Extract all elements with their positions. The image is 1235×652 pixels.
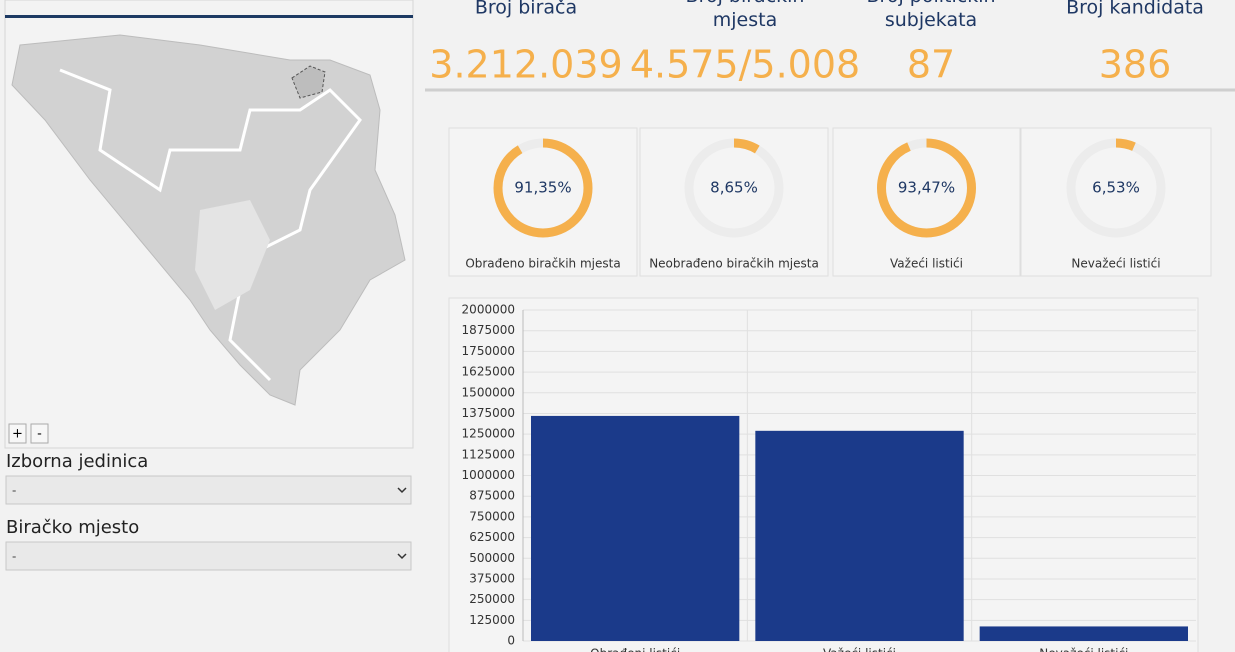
filter-value: - xyxy=(12,484,16,498)
donut-label: 8,65% xyxy=(710,179,758,197)
stat-value: 4.575/5.008 xyxy=(630,43,860,87)
y-tick-label: 1125000 xyxy=(462,447,515,461)
y-tick-label: 1375000 xyxy=(462,406,515,420)
stat-label: Broj kandidata xyxy=(1066,0,1204,19)
y-tick-label: 1000000 xyxy=(462,468,515,482)
y-tick-label: 250000 xyxy=(469,592,515,606)
select-chevron xyxy=(397,553,407,560)
zoom-out-button[interactable] xyxy=(30,423,49,444)
y-tick-label: 375000 xyxy=(469,571,515,585)
donut-label: 91,35% xyxy=(514,179,571,197)
stat-label: Broj političkihsubjekata xyxy=(866,0,995,31)
filter-select[interactable] xyxy=(5,475,412,505)
x-tick-label: Važeći listići xyxy=(823,647,896,652)
y-tick-label: 875000 xyxy=(469,489,515,503)
stat-value: 386 xyxy=(1099,43,1172,87)
bar xyxy=(979,626,1188,641)
stat-value: 3.212.039 xyxy=(429,43,622,87)
zoom-in-label: + xyxy=(12,427,23,442)
donut-caption: Obrađeno biračkih mjesta xyxy=(465,257,620,271)
y-tick-label: 1750000 xyxy=(462,344,515,358)
y-tick-label: 1250000 xyxy=(462,427,515,441)
zoom-out-label: - xyxy=(37,427,42,442)
panel-header-line xyxy=(5,15,413,18)
y-tick-label: 2000000 xyxy=(462,303,515,317)
y-tick-label: 750000 xyxy=(469,509,515,523)
donut-card xyxy=(448,127,638,277)
filter-label: Biračko mjesto xyxy=(6,517,139,538)
map-region xyxy=(195,200,270,310)
donut-caption: Važeći listići xyxy=(890,257,963,271)
y-tick-label: 625000 xyxy=(469,530,515,544)
donut-caption: Neobrađeno biračkih mjesta xyxy=(649,257,819,271)
donut-card xyxy=(639,127,829,277)
bar xyxy=(531,415,740,641)
donut-arc xyxy=(877,138,976,238)
donut-arc xyxy=(684,138,784,238)
x-tick-label: Nevažeći listići xyxy=(1039,647,1128,652)
zoom-in-button[interactable] xyxy=(8,423,27,444)
y-tick-label: 1875000 xyxy=(462,323,515,337)
donut-card xyxy=(832,127,1021,277)
y-tick-label: 1500000 xyxy=(462,385,515,399)
y-tick-label: 0 xyxy=(507,634,515,648)
filters: Izborna jedinica - Biračko mjesto - xyxy=(5,451,412,571)
y-tick-label: 125000 xyxy=(469,613,515,627)
y-tick-label: 500000 xyxy=(469,551,515,565)
select-chevron xyxy=(397,487,407,494)
donut-caption: Nevažeći listići xyxy=(1071,257,1160,271)
donut-arc xyxy=(1066,138,1166,238)
stat-label: Broj birača xyxy=(475,0,577,19)
x-tick-label: Obrađeni listići xyxy=(590,647,680,652)
donut-label: 93,47% xyxy=(898,179,955,197)
donut-arc xyxy=(493,138,593,238)
charts: 91,35% Obrađeno biračkih mjesta 8,65% Neobr… xyxy=(448,127,1212,652)
bar xyxy=(755,430,964,641)
y-tick-label: 1625000 xyxy=(462,365,515,379)
filter-label: Izborna jedinica xyxy=(6,451,148,472)
donut-card xyxy=(1020,127,1212,277)
donut-label: 6,53% xyxy=(1092,179,1140,197)
filter-value: - xyxy=(12,550,16,564)
stat-value: 87 xyxy=(907,43,955,87)
filter-select[interactable] xyxy=(5,541,412,571)
map-region-selected xyxy=(291,65,326,99)
